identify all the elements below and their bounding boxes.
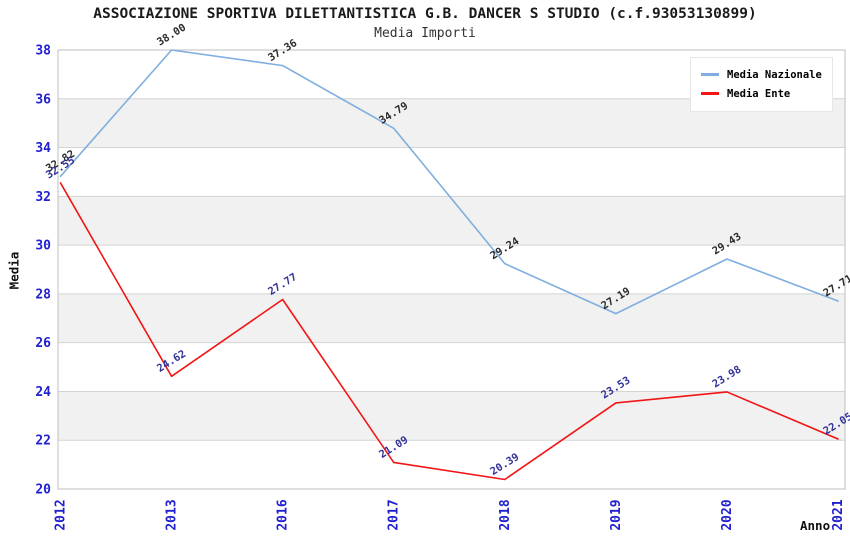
y-tick-label: 28 xyxy=(35,287,51,302)
x-tick-label: 2021 xyxy=(831,499,846,530)
series-line-media-ente xyxy=(59,182,839,481)
plot-band xyxy=(58,293,845,343)
legend-label-media-ente: Media Ente xyxy=(727,87,791,100)
x-tick-label: 2017 xyxy=(387,499,402,530)
data-point-label: 38.00 xyxy=(155,22,188,49)
plot-border xyxy=(57,49,846,490)
legend-item-media-nazionale: Media Nazionale xyxy=(701,65,822,84)
y-tick-label: 22 xyxy=(35,434,51,449)
chart-title: ASSOCIAZIONE SPORTIVA DILETTANTISTICA G.… xyxy=(93,6,757,22)
x-axis-label: Anno xyxy=(800,518,831,533)
x-tick-label: 2012 xyxy=(54,499,69,530)
series-line-media-nazionale xyxy=(59,49,839,315)
plot-band xyxy=(58,342,845,392)
x-tick-label: 2016 xyxy=(276,499,291,530)
x-tick-label: 2018 xyxy=(498,499,513,530)
y-tick-label: 20 xyxy=(35,483,51,498)
y-tick-label: 34 xyxy=(35,141,51,156)
y-tick-label: 38 xyxy=(35,44,51,59)
y-tick-label: 32 xyxy=(35,190,51,205)
legend-label-media-nazionale: Media Nazionale xyxy=(727,68,822,81)
media-ente-line-swatch xyxy=(701,92,719,95)
plot-band xyxy=(58,245,845,294)
chart-subtitle: Media Importi xyxy=(374,26,476,41)
plot-band xyxy=(58,391,845,441)
x-tick-label: 2020 xyxy=(720,499,735,530)
y-tick-label: 24 xyxy=(35,385,51,400)
media-nazionale-line-swatch xyxy=(701,73,719,76)
legend-item-media-ente: Media Ente xyxy=(701,84,822,103)
x-tick-label: 2013 xyxy=(165,499,180,530)
y-tick-label: 36 xyxy=(35,92,51,107)
y-tick-label: 30 xyxy=(35,239,51,254)
chart-legend: Media Nazionale Media Ente xyxy=(690,57,833,112)
plot-band xyxy=(58,440,845,489)
x-tick-label: 2019 xyxy=(609,499,624,530)
plot-band xyxy=(58,196,845,246)
plot-band xyxy=(58,147,845,197)
y-tick-label: 26 xyxy=(35,336,51,351)
